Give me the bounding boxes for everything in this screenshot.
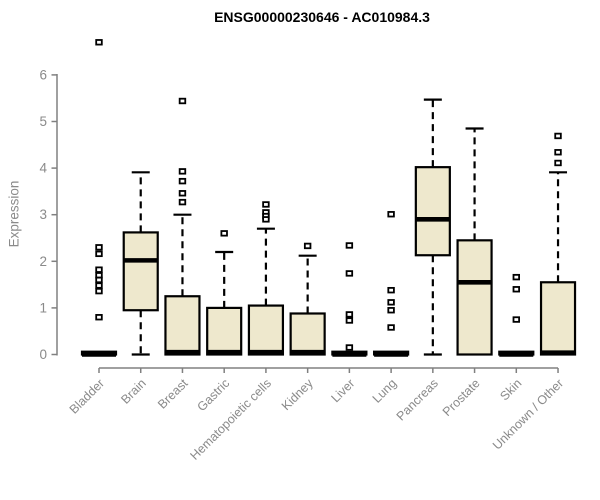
x-tick-label-liver: Liver [328, 376, 357, 405]
box-group-breast [164, 97, 201, 356]
box-group-prostate [456, 127, 493, 356]
iqr-box [539, 281, 577, 356]
y-tick-label: 0 [39, 347, 47, 362]
outlier-point [95, 287, 103, 295]
outlier-point [220, 230, 228, 237]
box-group-pancreas [414, 98, 451, 356]
x-tick-label-breast: Breast [155, 376, 191, 412]
outlier-point [95, 276, 103, 284]
outlier-point [178, 198, 187, 206]
outlier-point [345, 270, 354, 277]
outlier-point [387, 211, 395, 218]
iqr-box [247, 304, 285, 356]
x-tick-label-pancreas: Pancreas [394, 376, 441, 423]
x-tick-label-hematopoietic-cells: Hematopoietic cells [187, 376, 274, 463]
x-tick-label-prostate: Prostate [440, 376, 483, 419]
box-group-gastric [206, 230, 243, 356]
y-tick-label: 3 [39, 207, 47, 222]
y-tick-label: 5 [39, 114, 47, 129]
outlier-point [345, 344, 354, 351]
iqr-box [164, 295, 201, 356]
iqr-box [122, 231, 159, 312]
outlier-point [554, 159, 562, 167]
outlier-point [345, 242, 354, 249]
x-tick-label-brain: Brain [118, 376, 149, 407]
outlier-point [95, 250, 103, 258]
y-tick-label: 2 [39, 254, 47, 269]
outlier-point [345, 311, 354, 318]
outlier-point [95, 266, 103, 273]
x-tick-label-unknown-other: Unknown / Other [490, 376, 566, 452]
outlier-point [512, 316, 520, 323]
x-tick-label-lung: Lung [370, 376, 400, 406]
outlier-point [178, 97, 187, 105]
outlier-point [512, 273, 520, 281]
y-tick-label: 4 [39, 161, 47, 176]
outlier-point [387, 307, 395, 314]
outlier-point [178, 190, 187, 197]
outlier-point [262, 216, 270, 223]
outlier-point [554, 132, 562, 140]
y-tick-label: 1 [39, 300, 47, 315]
iqr-box [414, 166, 451, 257]
box-group-kidney [289, 242, 326, 356]
x-tick-label-gastric: Gastric [194, 376, 232, 414]
outlier-point [178, 168, 187, 175]
outlier-point [95, 39, 103, 46]
outlier-point [95, 282, 103, 289]
x-tick-label-kidney: Kidney [279, 376, 316, 413]
outlier-point [554, 149, 562, 156]
x-tick-label-bladder: Bladder [67, 376, 107, 416]
iqr-box [456, 239, 493, 356]
chart-title: ENSG00000230646 - AC010984.3 [214, 9, 430, 25]
outlier-point [387, 286, 395, 294]
outlier-point [95, 244, 103, 251]
outlier-point [303, 242, 312, 250]
iqr-box [206, 306, 243, 356]
y-tick-label: 6 [39, 67, 47, 82]
box-group-lung [373, 211, 410, 357]
box-group-brain [122, 171, 159, 356]
box-group-unknown-other [539, 132, 577, 356]
box-group-hematopoietic-cells [247, 201, 285, 356]
outlier-point [95, 314, 103, 321]
outlier-point [262, 201, 270, 208]
box-group-bladder [80, 39, 118, 357]
x-tick-label-skin: Skin [497, 376, 524, 403]
outlier-point [178, 177, 187, 185]
outlier-point [387, 299, 395, 306]
box-group-skin [498, 273, 535, 357]
outlier-point [387, 324, 395, 331]
outlier-point [512, 286, 520, 293]
outlier-point [345, 317, 354, 324]
iqr-box [289, 312, 326, 356]
box-group-liver [331, 242, 368, 357]
